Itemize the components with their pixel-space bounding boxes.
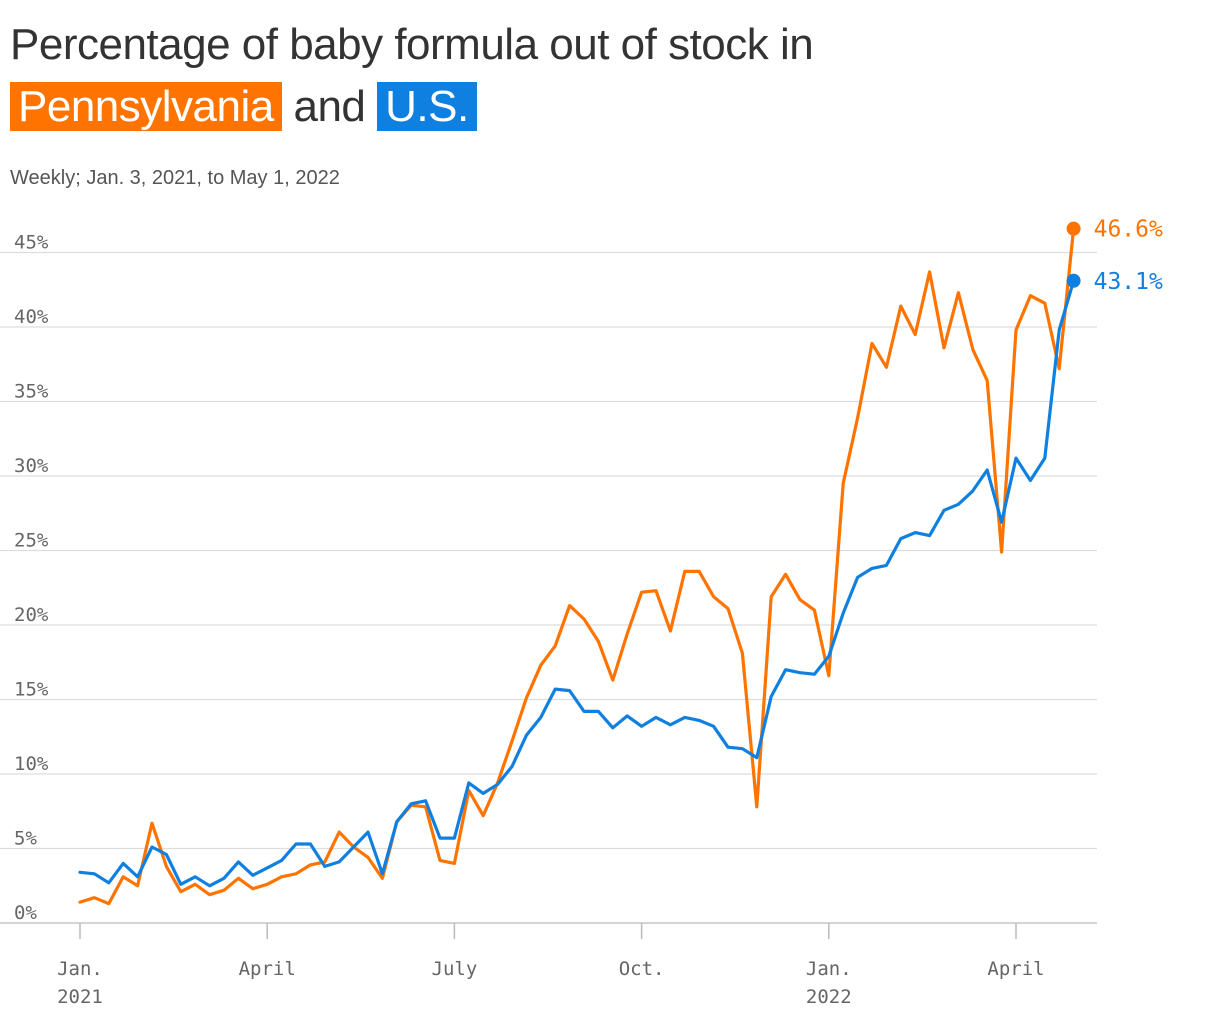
y-tick-label: 0% — [14, 902, 37, 924]
x-axis: Jan. 2021 April July Oct. Jan. 2022 April — [57, 923, 1045, 1008]
end-labels: 46.6% 43.1% — [1066, 217, 1163, 295]
series-line-pennsylvania — [78, 227, 1076, 906]
end-label-pennsylvania: 46.6% — [1094, 217, 1163, 243]
x-tick-label: Jan. — [806, 958, 852, 980]
y-tick-label: 45% — [14, 232, 49, 254]
x-tick-label: Oct. — [619, 958, 665, 980]
y-tick-label: 25% — [14, 530, 49, 552]
title-series-a-highlight: Pennsylvania — [10, 82, 282, 131]
y-axis: 0% 5% 10% 15% 20% 25% 30% 35% 40% 45% — [14, 232, 49, 925]
chart-title: Percentage of baby formula out of stock … — [10, 14, 1190, 138]
x-tick-label: Jan. — [57, 958, 103, 980]
title-prefix: Percentage of baby formula out of stock … — [10, 20, 814, 69]
series-lines — [78, 227, 1076, 906]
y-tick-label: 20% — [14, 604, 49, 626]
title-join: and — [293, 82, 366, 131]
x-tick-label-year: 2022 — [806, 986, 852, 1008]
chart-subtitle: Weekly; Jan. 3, 2021, to May 1, 2022 — [10, 167, 340, 189]
end-label-us: 43.1% — [1094, 269, 1163, 295]
x-tick-label: April — [987, 958, 1044, 980]
x-tick-label: July — [432, 958, 478, 980]
x-tick-label: April — [239, 958, 296, 980]
y-tick-label: 35% — [14, 381, 49, 403]
end-point-pennsylvania — [1066, 221, 1081, 236]
y-tick-label: 5% — [14, 828, 37, 850]
y-tick-label: 15% — [14, 679, 49, 701]
y-tick-label: 40% — [14, 306, 49, 328]
title-series-b-highlight: U.S. — [377, 82, 477, 131]
grid-lines — [0, 251, 1097, 924]
y-tick-label: 30% — [14, 455, 49, 477]
end-point-us — [1066, 273, 1081, 288]
y-tick-label: 10% — [14, 753, 49, 775]
x-tick-label-year: 2021 — [57, 986, 103, 1008]
series-line-us — [78, 279, 1076, 888]
